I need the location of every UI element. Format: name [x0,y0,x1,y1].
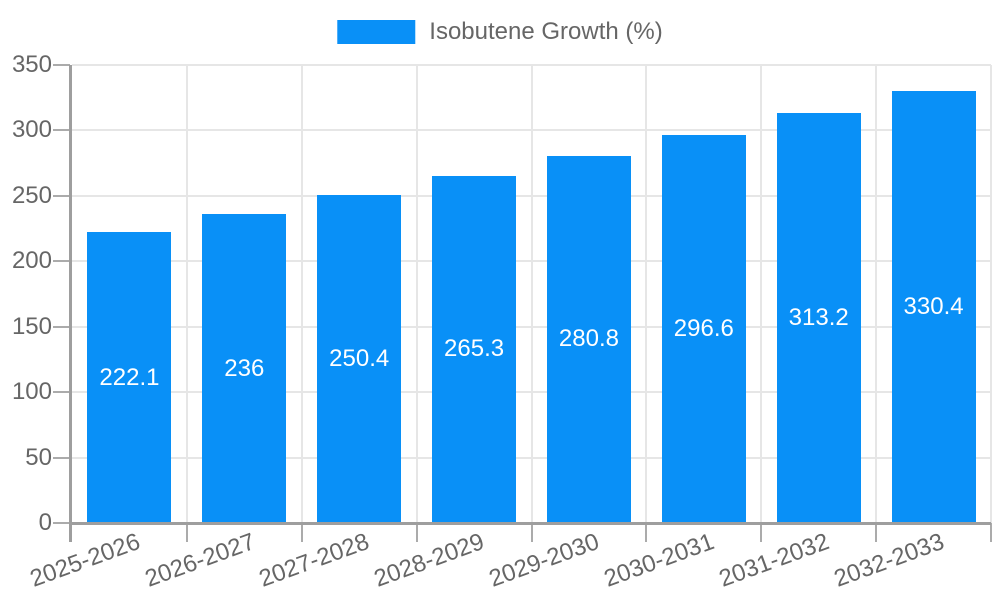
x-tick-label: 2025-2026 [26,528,144,593]
bar [202,214,287,523]
x-tick-label: 2031-2032 [715,528,833,593]
x-tick-mark [990,523,992,542]
v-gridline [645,65,648,523]
v-gridline [415,65,418,523]
x-tick-label: 2028-2029 [370,528,488,593]
v-gridline [760,65,763,523]
bar-value-label: 222.1 [99,363,160,391]
y-tick-mark [53,456,70,459]
y-tick-label: 300 [11,116,52,144]
x-tick-label: 2030-2031 [600,528,718,593]
bar [546,155,631,523]
bar-value-label: 250.4 [329,345,390,373]
bar [317,195,402,523]
bar-value-label: 236 [224,354,265,382]
y-tick-mark [53,391,70,394]
bar [432,175,517,523]
y-tick-label: 350 [11,51,52,78]
bar [87,232,172,523]
y-tick-mark [53,260,70,263]
y-tick-mark [53,325,70,328]
legend-swatch [337,20,416,44]
x-tick-mark [760,523,763,542]
legend[interactable]: Isobutene Growth (%) [337,18,663,45]
y-tick-label: 0 [38,509,52,536]
y-tick-label: 150 [11,312,52,340]
x-tick-mark [415,523,418,542]
x-tick-mark [645,523,648,542]
v-gridline [300,65,303,523]
x-tick-mark [300,523,303,542]
x-tick-label: 2027-2028 [255,528,374,593]
y-axis-line [69,65,72,542]
x-tick-mark [875,523,878,542]
y-tick-label: 100 [11,378,52,406]
v-gridline [875,65,878,523]
y-tick-label: 50 [25,443,52,471]
y-tick-label: 200 [11,247,52,275]
y-tick-mark [53,522,70,524]
v-gridline [185,65,188,523]
x-tick-label: 2032-2033 [830,528,948,593]
bar [661,134,746,523]
x-axis-line [69,522,991,525]
bar [776,113,861,523]
y-tick-label: 250 [11,181,52,209]
v-gridline [990,65,992,523]
x-tick-label: 2029-2030 [485,528,603,593]
y-tick-mark [53,194,70,197]
v-gridline [530,65,533,523]
y-tick-mark [53,129,70,132]
legend-label: Isobutene Growth (%) [429,18,663,45]
bar-value-label: 330.4 [903,292,964,320]
bar-value-label: 313.2 [788,304,849,332]
x-tick-label: 2026-2027 [141,528,259,593]
bar-value-label: 296.6 [673,314,734,342]
bar-value-label: 265.3 [444,335,505,363]
bar [891,90,976,523]
bar-value-label: 280.8 [558,325,619,353]
x-tick-mark [530,523,533,542]
y-tick-mark [53,64,70,66]
x-tick-mark [185,523,188,542]
